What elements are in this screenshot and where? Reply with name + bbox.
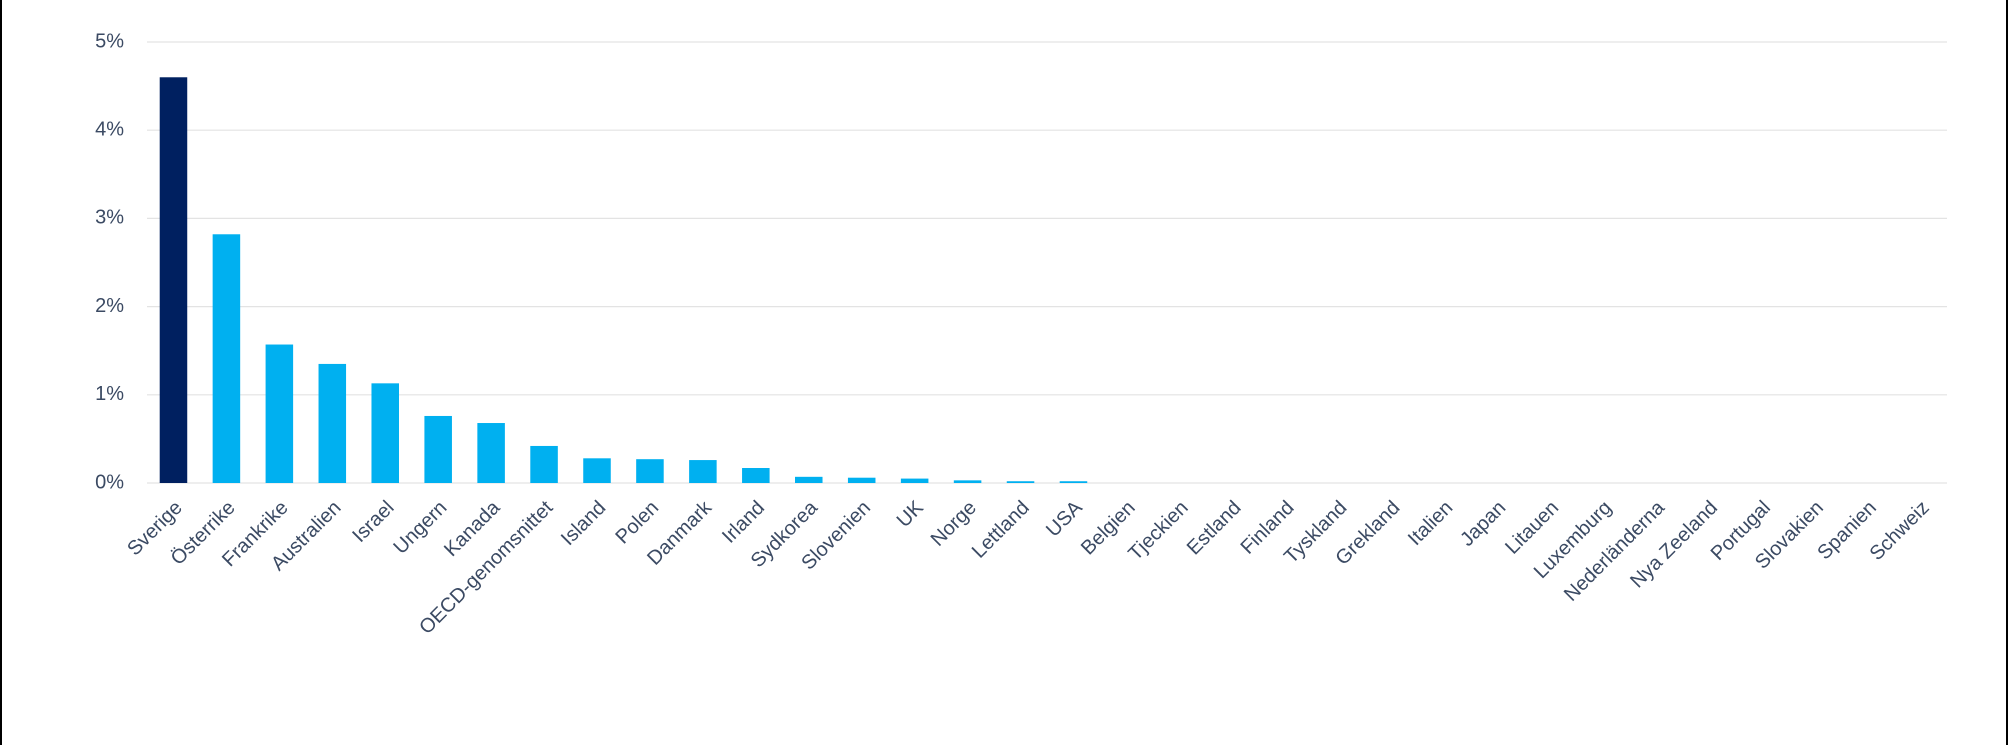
y-tick-label: 4% [95,118,124,140]
bar [953,480,982,483]
bar [742,468,770,483]
bar [900,478,929,483]
bar [159,77,188,483]
bar [1059,481,1088,483]
bar [530,445,558,483]
bar [689,460,717,483]
bar [212,234,241,483]
bar [371,383,399,483]
y-tick-label: 3% [95,207,124,229]
bar [424,415,452,483]
y-tick-label: 2% [95,295,124,317]
bar [583,458,611,483]
bar [318,363,347,483]
bar [1006,481,1035,483]
bar [847,477,876,483]
bar [265,344,294,483]
bar [477,423,505,483]
y-tick-label: 0% [95,471,124,493]
y-tick-label: 1% [95,383,124,405]
bar [795,476,823,483]
bar [636,459,664,483]
y-tick-label: 5% [95,30,124,52]
